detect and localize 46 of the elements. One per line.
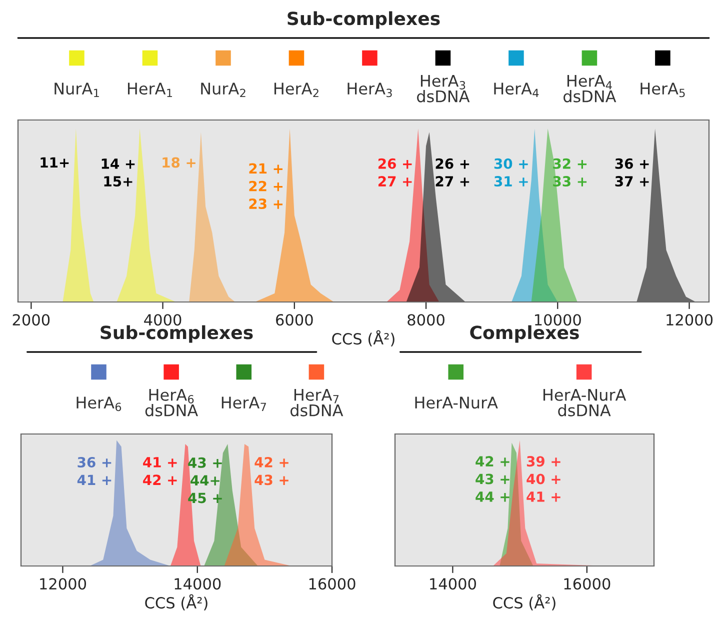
annotation: 32 + 33 +	[553, 158, 587, 187]
annotation: 42 + 43 + 44 +	[476, 456, 510, 502]
x-tick-label: 8000	[408, 314, 444, 326]
x-tick-label: 12000	[666, 314, 713, 326]
legend-label: HerA$_{7}$	[222, 396, 266, 412]
annotation: 26 + 27 +	[436, 158, 470, 186]
x-tick-label: 12000	[40, 578, 86, 590]
x-tick-label: 16000	[309, 578, 356, 590]
x-axis-title: CCS (Å²)	[145, 594, 208, 610]
annotation: 21 + 22 + 23 +	[249, 163, 282, 210]
annotation: 39 + 40 + 41 +	[526, 456, 560, 502]
legend-label: HerA$_{4}$	[494, 82, 539, 98]
annotation: 26 + 27 +	[378, 158, 412, 186]
legend-label: HerA$_{7}$ dsDNA	[290, 389, 344, 416]
annotation: 41 + 42 +	[143, 457, 177, 485]
chart-title: Sub-complexes	[100, 325, 253, 343]
legend-label: HerA$_{5}$	[640, 82, 685, 98]
legend-label: HerA-NurA	[415, 396, 498, 409]
chart-title: Complexes	[470, 325, 579, 343]
x-axis-title: CCS (Å²)	[493, 594, 556, 610]
x-axis-title: CCS (Å²)	[332, 330, 394, 346]
x-tick-label: 16000	[564, 578, 610, 590]
legend-label: HerA-NurA dsDNA	[543, 389, 626, 416]
legend-label: HerA$_{6}$ dsDNA	[145, 389, 198, 416]
annotation: 42 + 43 +	[254, 456, 288, 486]
legend-label: HerA$_{4}$ dsDNA	[564, 75, 616, 102]
x-tick-label: 4000	[144, 314, 182, 326]
x-tick-label: 2000	[12, 314, 50, 326]
legend-label: HerA$_{3}$ dsDNA	[417, 75, 470, 102]
x-tick-label: 10000	[535, 314, 581, 326]
legend-label: NurA$_{2}$	[201, 82, 246, 98]
legend-label: NurA$_{1}$	[54, 82, 99, 98]
legend-label: HerA$_{1}$	[128, 82, 172, 98]
legend-label: HerA$_{2}$	[274, 82, 318, 98]
x-tick-label: 14000	[430, 578, 476, 590]
annotation: 36 + 41 +	[77, 456, 112, 485]
legend-label: HerA$_{6}$	[76, 396, 122, 412]
annotation: 36 + 37 +	[615, 158, 649, 187]
annotation: 18 +	[162, 157, 196, 168]
legend-label: HerA$_{3}$	[348, 82, 392, 98]
annotation: 30 + 31 +	[494, 158, 528, 187]
chart-title: Sub-complexes	[288, 11, 440, 29]
x-tick-label: 6000	[276, 314, 313, 326]
annotation: 11+	[40, 157, 69, 168]
x-tick-label: 14000	[174, 578, 221, 590]
annotation: 14 + 15+	[102, 158, 135, 187]
